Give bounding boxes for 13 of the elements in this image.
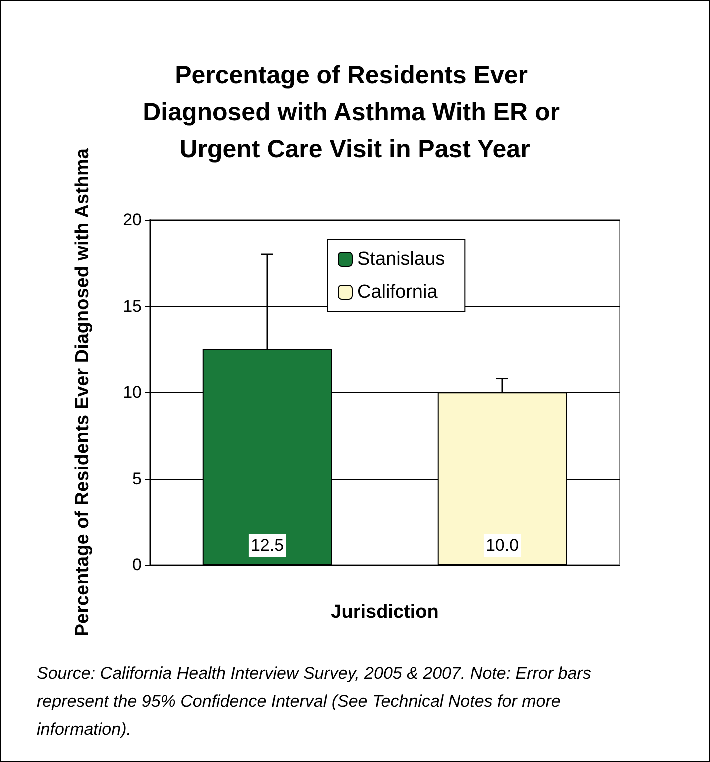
y-tick-label: 15 [123, 296, 142, 316]
source-note: Source: California Health Interview Survey, 2005 & 2007. Note: Error bars represent the 95% Confidence Interval (See Technical Notes for more information). [37, 663, 592, 741]
y-tick-label: 5 [132, 469, 142, 488]
data-label: 10.0 [486, 536, 520, 556]
data-label: 12.5 [250, 536, 284, 556]
y-tick-label: 0 [132, 556, 142, 575]
chart-title: Percentage of Residents Ever Diagnosed with Asthma With ER or Urgent Care Visit in Past Year [143, 62, 567, 164]
y-axis-title: Percentage of Residents Ever Diagnosed with Asthma [72, 148, 94, 637]
legend-label: California [358, 282, 438, 303]
legend-label: Stanislaus [358, 249, 446, 270]
y-tick-label: 20 [123, 210, 142, 230]
x-axis-title: Jurisdiction [331, 602, 439, 624]
y-tick-label: 10 [123, 383, 142, 402]
